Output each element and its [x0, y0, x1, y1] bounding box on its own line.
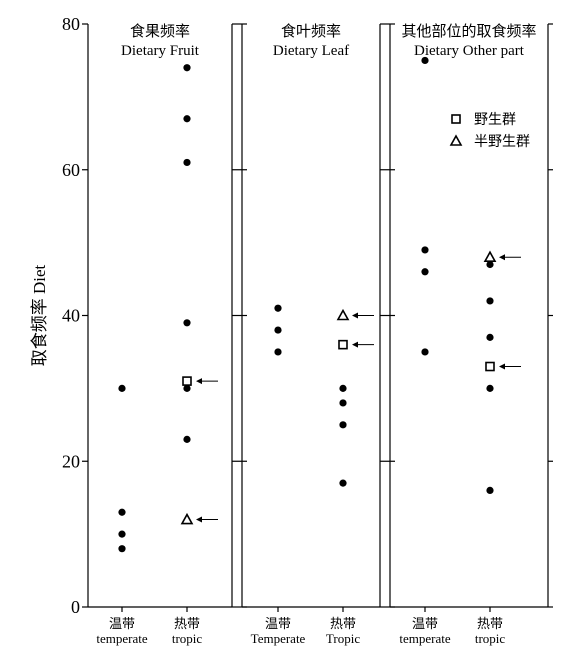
- y-tick-label: 40: [62, 306, 80, 326]
- data-point: [486, 486, 494, 494]
- x-tick-label-en: temperate: [96, 631, 147, 646]
- legend-label: 野生群: [474, 112, 516, 128]
- panel-title-cn: 其他部位的取食频率: [401, 23, 536, 40]
- data-point: [421, 348, 429, 356]
- arrow-head-icon: [499, 254, 505, 261]
- data-point: [339, 421, 347, 429]
- data-point: [118, 384, 126, 392]
- legend-triangle-icon: [449, 134, 463, 146]
- panel-title-en: Dietary Other part: [414, 43, 525, 59]
- data-point: [421, 56, 429, 65]
- arrow-head-icon: [196, 516, 202, 523]
- x-tick-label-cn: 温带: [265, 616, 291, 631]
- arrow-head-icon: [196, 378, 202, 385]
- y-tick-label: 60: [62, 160, 80, 180]
- data-point: [183, 64, 191, 72]
- y-tick-label: 80: [62, 14, 80, 34]
- data-point-square: [485, 361, 495, 372]
- y-tick-label: 20: [62, 451, 80, 471]
- data-point-triangle: [180, 512, 194, 525]
- legend-label: 半野生群: [474, 134, 530, 150]
- x-tick-label-cn: 热带: [477, 616, 503, 631]
- data-point: [274, 304, 282, 312]
- data-point: [183, 319, 191, 327]
- x-tick-label-en: tropic: [172, 631, 203, 646]
- data-point: [486, 260, 494, 269]
- panel-title-cn: 食叶频率: [281, 23, 341, 40]
- data-point: [274, 326, 282, 334]
- data-point: [118, 545, 126, 553]
- x-tick-label-cn: 温带: [412, 616, 438, 631]
- data-point: [274, 348, 282, 356]
- data-point-square: [338, 339, 348, 350]
- panel-title-en: Dietary Leaf: [273, 43, 349, 59]
- x-tick-label-cn: 热带: [330, 616, 356, 631]
- y-axis-label: 取食频率 Diet: [30, 264, 49, 366]
- x-tick-label-en: tropic: [475, 631, 506, 646]
- legend-square-icon: [451, 114, 461, 124]
- panel-title-cn: 食果频率: [130, 23, 190, 40]
- data-point: [339, 384, 347, 392]
- data-point: [339, 479, 347, 487]
- data-point: [183, 384, 191, 392]
- arrow-head-icon: [499, 363, 505, 370]
- arrow-head-icon: [352, 341, 358, 348]
- x-tick-label-en: Tropic: [326, 631, 360, 646]
- data-point: [183, 158, 191, 167]
- data-point: [339, 399, 347, 407]
- panel-title-en: Dietary Fruit: [121, 43, 200, 59]
- x-tick-label-cn: 热带: [174, 616, 200, 631]
- data-point-triangle: [336, 308, 350, 321]
- x-tick-label-cn: 温带: [109, 616, 135, 631]
- data-point: [486, 297, 494, 305]
- data-point: [486, 384, 494, 392]
- arrow-head-icon: [352, 312, 358, 319]
- data-point: [118, 530, 126, 538]
- data-point: [118, 508, 126, 516]
- x-tick-label-en: Temperate: [251, 631, 306, 646]
- data-point: [183, 435, 191, 443]
- data-point: [486, 333, 494, 341]
- y-tick-label: 0: [71, 597, 80, 617]
- x-tick-label-en: temperate: [399, 631, 450, 646]
- data-point-square: [182, 376, 192, 386]
- data-point-triangle: [483, 250, 497, 263]
- data-point: [183, 115, 191, 123]
- data-point: [421, 246, 429, 254]
- data-point: [421, 268, 429, 276]
